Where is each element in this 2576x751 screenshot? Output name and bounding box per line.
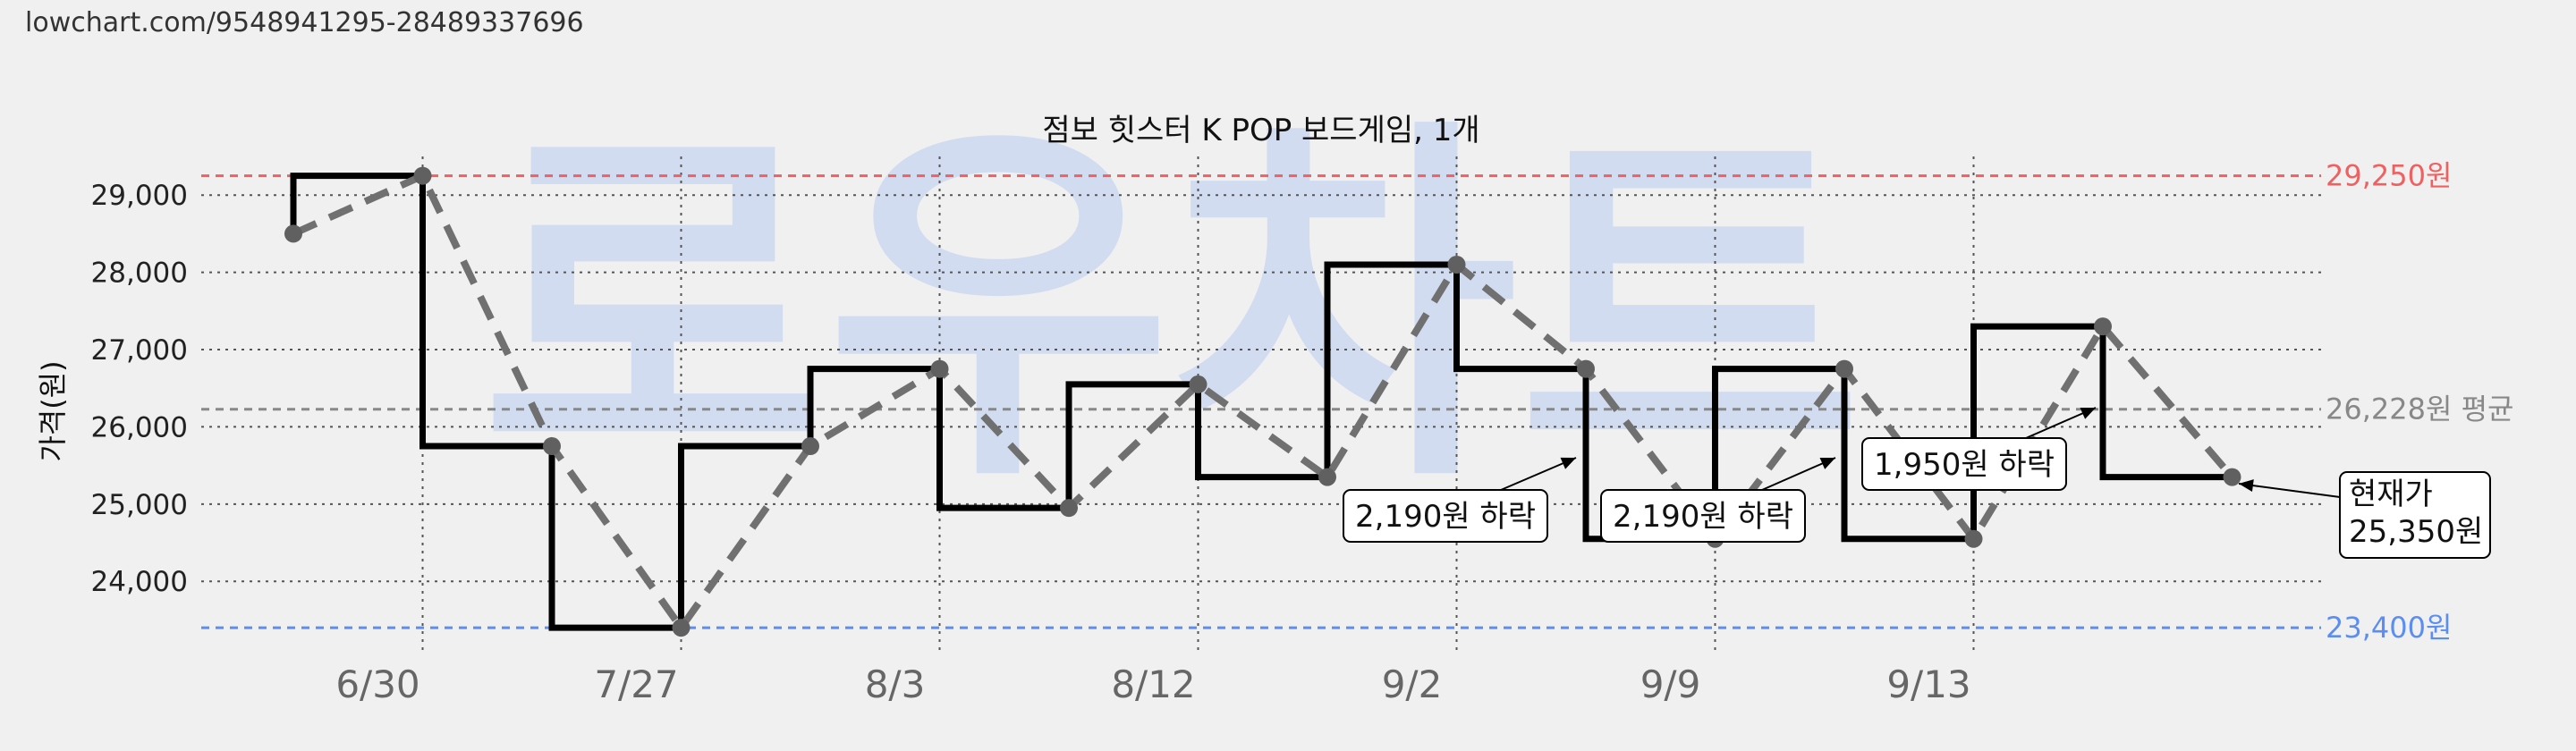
chart-title: 점보 힛스터 K POP 보드게임, 1개 <box>1042 113 1479 148</box>
x-tick-label: 8/3 <box>865 662 926 706</box>
annotation: 2,190원 하락 <box>1600 457 1836 543</box>
axis-ticks: 24,000 25,000 26,000 27,000 28,000 29,000 6/30… <box>91 180 1971 706</box>
annotation-box <box>1343 489 1548 543</box>
data-point <box>801 437 819 456</box>
x-tick-label: 9/2 <box>1382 662 1443 706</box>
data-point <box>1964 529 1983 548</box>
data-point <box>2223 468 2241 486</box>
annotation-text: 2,190원 하락 <box>1355 499 1536 535</box>
y-tick-label: 27,000 <box>91 334 188 367</box>
y-tick-label: 26,000 <box>91 411 188 443</box>
y-axis-label: 가격(원) <box>36 360 70 461</box>
watermark-text: 로우차트 <box>480 90 1863 527</box>
data-point <box>1835 359 1853 378</box>
annotation: 2,190원 하락 <box>1343 457 1577 543</box>
step-price-line <box>290 173 2233 631</box>
annotation-arrowhead <box>1819 458 1835 469</box>
annotation-box <box>1600 489 1806 543</box>
data-point <box>543 437 561 456</box>
data-point <box>1318 468 1336 486</box>
x-tick-label: 6/30 <box>335 662 419 706</box>
watermark: 로우차트 <box>480 90 1863 527</box>
x-tick-label: 9/13 <box>1886 662 1970 706</box>
data-points <box>284 166 2241 637</box>
series-lines <box>290 171 2235 634</box>
annotation-box <box>2339 471 2491 559</box>
source-url: lowchart.com/9548941295-28489337696 <box>25 7 584 38</box>
data-point <box>2094 317 2112 336</box>
annotation-text: 25,350원 <box>2349 514 2483 550</box>
y-tick-label: 24,000 <box>91 566 188 598</box>
reference-label: 23,400원 <box>2326 611 2452 645</box>
x-tick-label: 9/9 <box>1640 662 1701 706</box>
reference-lines: 29,250원 26,228원 평균 23,400원 <box>201 159 2513 645</box>
x-tick-label: 7/27 <box>594 662 678 706</box>
y-tick-label: 25,000 <box>91 489 188 521</box>
data-point <box>413 166 432 185</box>
annotation-text: 1,950원 하락 <box>1874 447 2055 483</box>
y-tick-label: 28,000 <box>91 257 188 290</box>
data-point <box>672 619 691 637</box>
annotation-box <box>1861 437 2067 491</box>
data-point <box>1577 359 1595 378</box>
annotation-text: 2,190원 하락 <box>1613 499 1793 535</box>
reference-label: 26,228원 평균 <box>2326 392 2513 426</box>
annotation-arrow-line <box>2238 483 2341 498</box>
annotation-arrowhead <box>2239 479 2254 493</box>
annotation-arrowhead <box>1560 457 1576 469</box>
annotation-arrowhead <box>2080 407 2096 419</box>
reference-label: 29,250원 <box>2326 159 2452 193</box>
data-point <box>1447 255 1466 274</box>
data-point <box>930 359 949 378</box>
data-point <box>284 224 302 243</box>
y-tick-label: 29,000 <box>91 180 188 212</box>
data-point <box>1060 499 1078 518</box>
dashed-price-line <box>292 171 2235 634</box>
x-tick-label: 8/12 <box>1111 662 1195 706</box>
annotation: 1,950원 하락 <box>1861 407 2097 491</box>
data-point <box>1189 375 1208 393</box>
annotation-text: 현재가 <box>2349 477 2433 512</box>
